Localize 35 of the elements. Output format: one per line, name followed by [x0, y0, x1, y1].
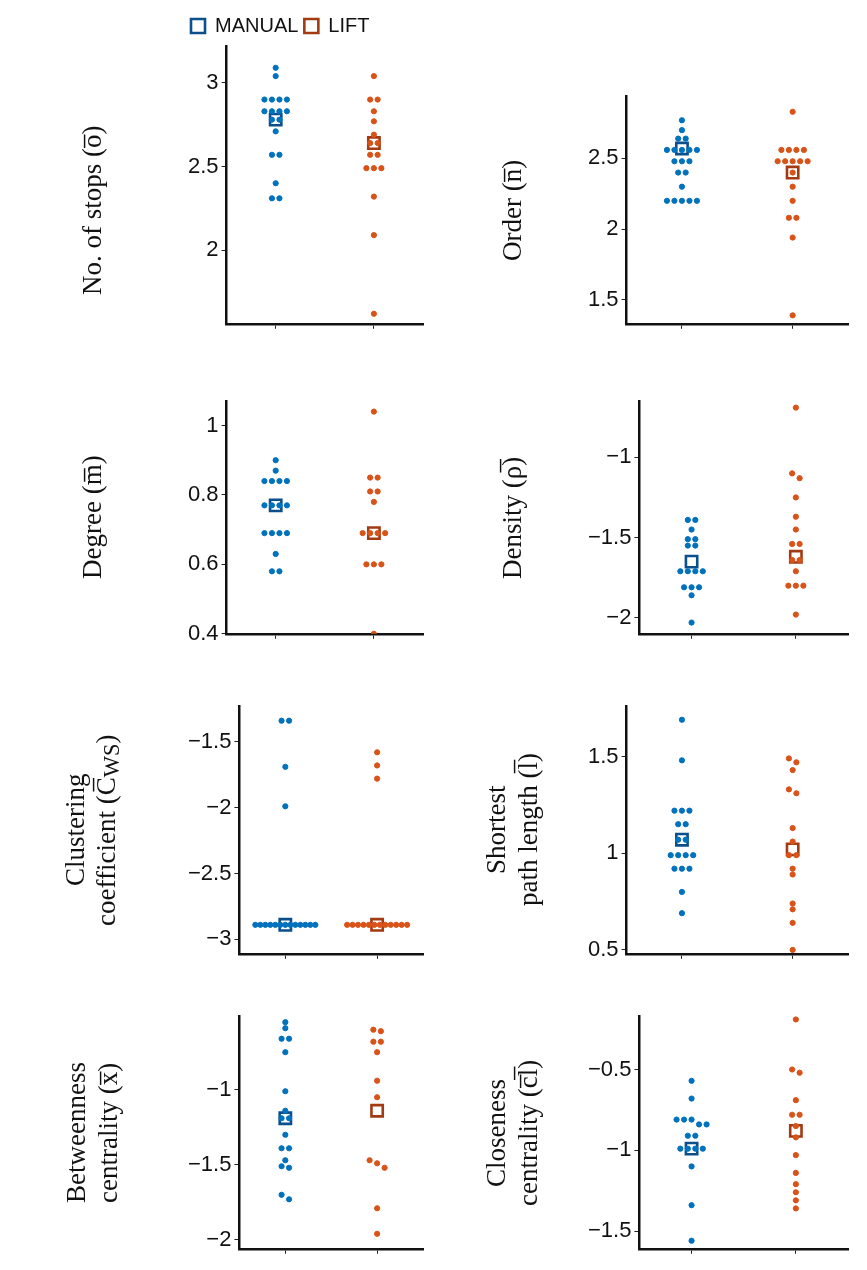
y-tick-label: 2 [606, 215, 619, 241]
y-axis-title: No. of stops (o̅) [76, 125, 108, 295]
y-tick-label: −2.5 [187, 859, 232, 885]
y-tick-label: 3 [206, 68, 219, 94]
y-tick-label: −0.5 [587, 1055, 632, 1081]
y-tick-label: 0.8 [187, 481, 219, 506]
y-tick-label: 0.5 [587, 935, 619, 961]
y-tick-label: −1.5 [187, 727, 232, 753]
y-tick-label: 2 [206, 236, 219, 262]
y-tick-label: 1.5 [587, 742, 619, 768]
y-tick-label: 1 [206, 411, 219, 437]
y-axis-title: Betweenness centrality (x̅) [61, 1062, 124, 1203]
y-tick-label: −2 [206, 793, 232, 819]
y-axis-title: Degree (m̅) [76, 455, 108, 580]
legend-label: LIFT [328, 13, 370, 36]
y-tick-label: −1 [606, 1136, 632, 1162]
y-tick-label: −1 [206, 1075, 232, 1101]
y-axis-title: Density (ρ̅) [496, 456, 528, 579]
y-tick-label: 1 [606, 839, 619, 865]
y-tick-label: −3 [206, 925, 232, 951]
y-tick-label: 0.4 [187, 619, 219, 645]
y-tick-label: 2.5 [187, 152, 219, 178]
y-tick-label: −1.5 [587, 523, 632, 549]
y-axis-title: Order (n̅) [496, 159, 528, 261]
legend-label: MANUAL [215, 13, 299, 36]
y-tick-label: −1.5 [587, 1217, 632, 1243]
y-tick-label: 0.6 [187, 550, 219, 576]
y-tick-label: 2.5 [587, 144, 619, 170]
y-tick-label: 1.5 [587, 285, 619, 311]
y-tick-label: −1.5 [187, 1150, 232, 1176]
y-axis-title: Closeness centrality (c̅l̅) [481, 1059, 544, 1206]
y-tick-label: −2 [206, 1225, 232, 1251]
y-tick-label: −2 [606, 603, 632, 629]
y-axis-title: Shortest path length (l̅) [481, 753, 544, 907]
y-tick-label: −1 [606, 443, 632, 469]
